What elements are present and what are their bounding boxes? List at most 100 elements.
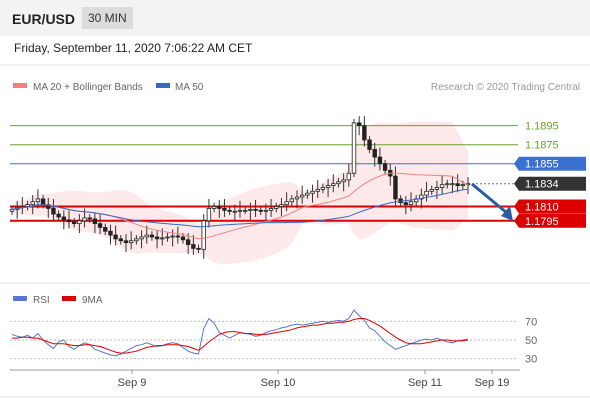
candle-body <box>424 190 429 196</box>
level-label-1.1855: 1.1855 <box>525 159 559 171</box>
candle-body <box>258 209 263 212</box>
candle-body <box>25 204 30 207</box>
candle-body <box>71 221 77 225</box>
candle-body <box>310 190 315 194</box>
rsi-ma-line <box>12 318 469 354</box>
candle-body <box>165 236 170 239</box>
ma20-legend-swatch <box>13 83 27 88</box>
candle-body <box>139 236 144 240</box>
candle-body <box>56 213 61 218</box>
candle-body <box>196 247 201 250</box>
ma50-legend-swatch <box>156 83 170 88</box>
candle-body <box>82 217 87 222</box>
x-tick-label: Sep 9 <box>118 377 147 389</box>
candle-body <box>408 201 414 206</box>
candle-body <box>77 220 82 225</box>
candle-body <box>30 201 35 206</box>
candle-body <box>35 198 41 203</box>
candle-body <box>180 236 186 241</box>
candle-body <box>175 235 181 238</box>
candle-body <box>403 202 409 206</box>
level-label-1.1895: 1.1895 <box>525 121 559 133</box>
candle-body <box>439 184 445 188</box>
candle-body <box>429 189 434 192</box>
candle-body <box>455 183 460 186</box>
candle-body <box>351 122 357 174</box>
candle-body <box>206 208 212 222</box>
candle-body <box>336 181 341 185</box>
candle-body <box>222 208 227 211</box>
candle-body <box>356 122 362 127</box>
candle-body <box>460 184 466 187</box>
candle-body <box>97 223 103 228</box>
candle-body <box>372 149 377 158</box>
candle-body <box>248 208 253 211</box>
rsi-tick-70: 70 <box>525 316 537 328</box>
candle-body <box>40 198 46 206</box>
x-tick-label: Sep 11 <box>408 377 442 389</box>
ma50-legend-label: MA 50 <box>175 82 204 93</box>
rsi-legend-swatch <box>13 296 27 301</box>
level-badge-1.1855 <box>514 156 586 171</box>
candle-body <box>450 183 455 186</box>
candle-body <box>263 209 269 212</box>
candle-body <box>113 234 118 240</box>
level-label-1.1810: 1.1810 <box>525 202 559 214</box>
candle-body <box>445 183 450 186</box>
candle-body <box>134 238 139 242</box>
candle-body <box>274 206 279 209</box>
level-badge-1.1810 <box>514 199 586 214</box>
rsi-legend-label: RSI <box>33 295 50 306</box>
candle-body <box>382 163 388 171</box>
candle-body <box>346 172 352 181</box>
candle-body <box>325 185 331 188</box>
candle-body <box>227 209 232 212</box>
candle-body <box>284 201 289 206</box>
candle-body <box>419 194 424 200</box>
level-badge-1.1795 <box>514 213 586 228</box>
candle-body <box>61 216 67 221</box>
ma50-line <box>11 188 469 228</box>
x-tick-label: Sep 10 <box>261 377 296 389</box>
candle-body <box>434 187 440 190</box>
chart-header-bar: EUR/USD 30 MIN <box>0 0 590 36</box>
candle-body <box>294 196 300 200</box>
candle-body <box>87 217 92 220</box>
rsi-ma-legend-label: 9MA <box>82 295 103 306</box>
candle-body <box>377 156 383 165</box>
candle-body <box>299 194 305 198</box>
candle-body <box>242 209 248 212</box>
candle-body <box>108 230 113 236</box>
candle-body <box>149 234 155 238</box>
candle-body <box>144 234 149 238</box>
level-label-1.1795: 1.1795 <box>525 216 559 228</box>
candle-body <box>123 240 129 244</box>
candle-body <box>279 204 284 207</box>
candle-body <box>118 238 124 242</box>
candle-body <box>170 235 175 238</box>
candle-body <box>217 206 222 209</box>
level-badge-1.1834 <box>514 176 586 191</box>
candle-body <box>315 189 320 192</box>
candle-body <box>393 175 398 200</box>
bollinger-band <box>12 121 468 265</box>
level-label-1.1834: 1.1834 <box>525 179 559 191</box>
candle-body <box>201 220 206 250</box>
candle-body <box>51 208 56 215</box>
candle-body <box>320 187 326 190</box>
level-label-1.1875: 1.1875 <box>525 140 559 152</box>
candle-body <box>185 239 191 245</box>
candle-body <box>92 218 98 225</box>
candle-body <box>66 219 72 223</box>
chart-datetime: Friday, September 11, 2020 7:06:22 AM CE… <box>14 41 253 55</box>
candle-body <box>232 210 238 213</box>
candle-body <box>253 208 258 211</box>
candle-body <box>305 192 310 196</box>
candle-body <box>154 236 160 240</box>
candle-body <box>191 244 196 249</box>
candle-body <box>331 183 336 186</box>
forecast-arrow-head <box>501 206 513 221</box>
timeframe-button[interactable]: 30 MIN <box>82 7 133 29</box>
forecast-arrow-line <box>471 182 508 215</box>
